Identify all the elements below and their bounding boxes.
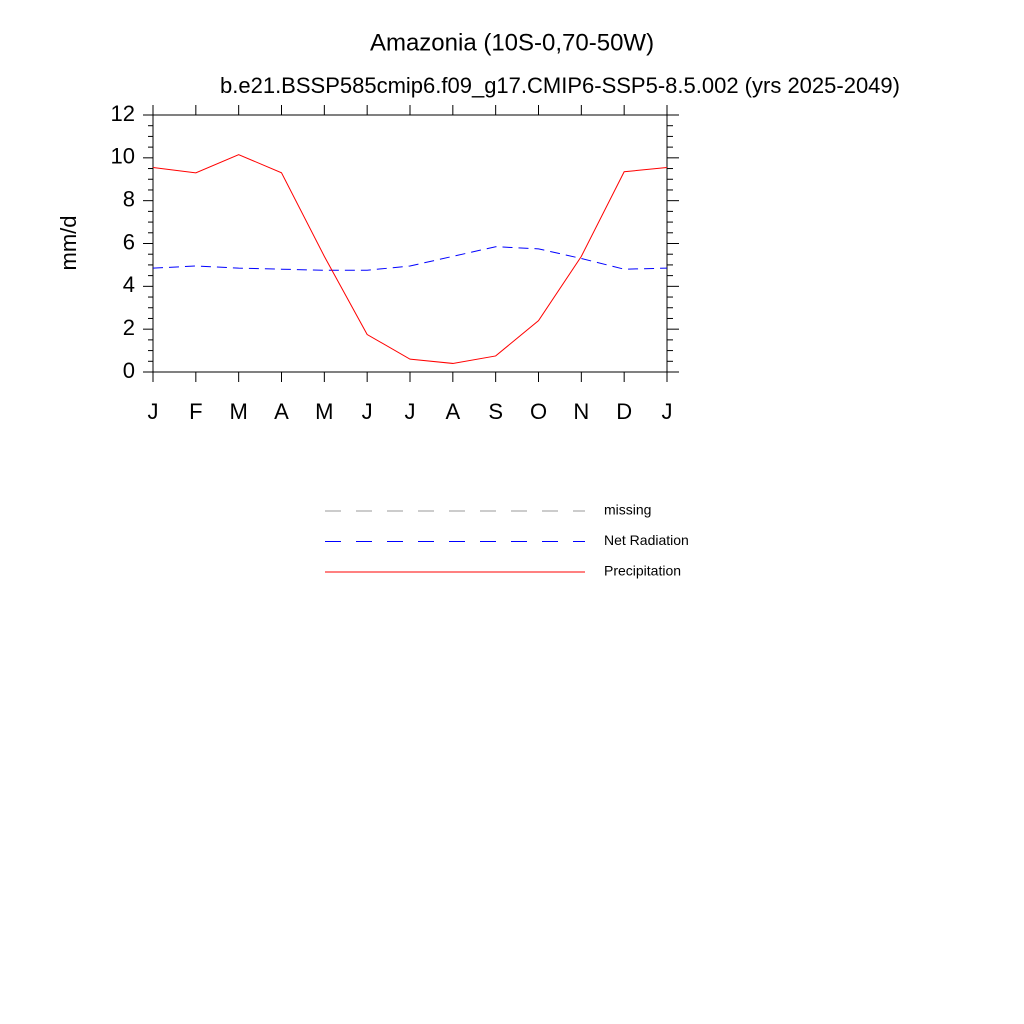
x-tick-label: J: [405, 399, 416, 424]
x-tick-label: J: [148, 399, 159, 424]
legend-label: missing: [604, 502, 651, 518]
y-tick-label: 2: [123, 315, 135, 340]
legend-label: Net Radiation: [604, 532, 689, 548]
x-tick-label: A: [445, 399, 460, 424]
legend-label: Precipitation: [604, 563, 681, 579]
y-tick-label: 10: [111, 144, 135, 169]
x-tick-label: M: [315, 399, 333, 424]
x-tick-label: D: [616, 399, 632, 424]
y-tick-label: 6: [123, 229, 135, 254]
y-axis-label: mm/d: [56, 216, 81, 271]
plot-frame: [152, 114, 668, 373]
series-line: [152, 154, 668, 364]
x-tick-label: O: [530, 399, 547, 424]
series-line: [152, 246, 668, 271]
y-tick-label: 4: [123, 272, 135, 297]
y-tick-label: 12: [111, 101, 135, 126]
x-tick-label: N: [573, 399, 589, 424]
x-tick-label: F: [189, 399, 202, 424]
x-tick-label: S: [488, 399, 503, 424]
x-tick-label: J: [362, 399, 373, 424]
chart-title: Amazonia (10S-0,70-50W): [370, 29, 654, 56]
x-tick-label: J: [662, 399, 673, 424]
x-tick-label: M: [230, 399, 248, 424]
x-tick-label: A: [274, 399, 289, 424]
y-tick-label: 8: [123, 186, 135, 211]
y-tick-label: 0: [123, 358, 135, 383]
chart-subtitle: b.e21.BSSP585cmip6.f09_g17.CMIP6-SSP5-8.…: [220, 73, 900, 98]
